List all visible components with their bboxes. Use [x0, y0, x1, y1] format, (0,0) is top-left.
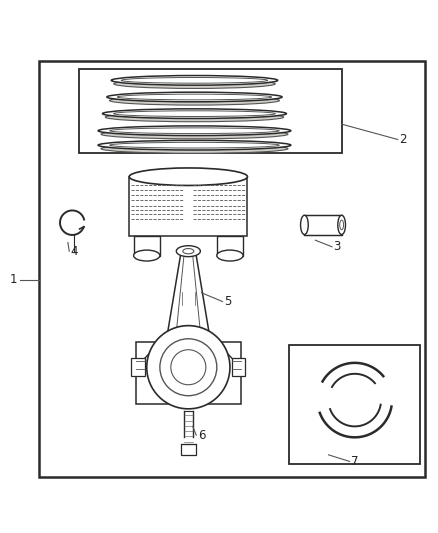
Bar [304, 215, 342, 235]
Text: 3: 3 [334, 240, 341, 253]
Ellipse shape [110, 96, 279, 105]
Bar [134, 236, 160, 255]
Text: 1: 1 [9, 273, 17, 286]
Ellipse shape [134, 250, 160, 261]
Text: 4: 4 [71, 245, 78, 257]
Ellipse shape [110, 128, 279, 134]
Ellipse shape [101, 130, 288, 139]
Ellipse shape [98, 140, 291, 150]
Bar [79, 69, 342, 152]
Ellipse shape [183, 248, 194, 254]
Ellipse shape [105, 112, 284, 122]
Ellipse shape [98, 126, 291, 135]
Text: 5: 5 [224, 295, 231, 308]
Ellipse shape [107, 92, 282, 102]
Ellipse shape [101, 144, 288, 154]
Text: 7: 7 [351, 455, 359, 468]
Bar [181, 444, 196, 455]
Bar [131, 359, 145, 376]
Circle shape [147, 326, 230, 409]
Ellipse shape [114, 79, 275, 88]
Ellipse shape [340, 220, 343, 230]
Bar [232, 359, 245, 376]
Text: 2: 2 [399, 133, 407, 146]
Ellipse shape [113, 111, 276, 117]
Ellipse shape [300, 215, 308, 235]
Bar [289, 345, 420, 464]
Ellipse shape [117, 94, 272, 100]
Ellipse shape [129, 168, 247, 185]
Bar [129, 177, 247, 236]
Ellipse shape [111, 76, 278, 85]
Circle shape [171, 350, 206, 385]
Ellipse shape [217, 250, 243, 261]
Ellipse shape [176, 246, 200, 257]
Ellipse shape [102, 109, 286, 118]
Text: 6: 6 [198, 429, 205, 442]
Ellipse shape [110, 142, 279, 148]
Ellipse shape [121, 77, 268, 83]
Bar [39, 61, 425, 477]
Bar [136, 342, 241, 405]
Bar [217, 236, 243, 255]
Ellipse shape [338, 215, 346, 235]
Circle shape [160, 339, 217, 395]
